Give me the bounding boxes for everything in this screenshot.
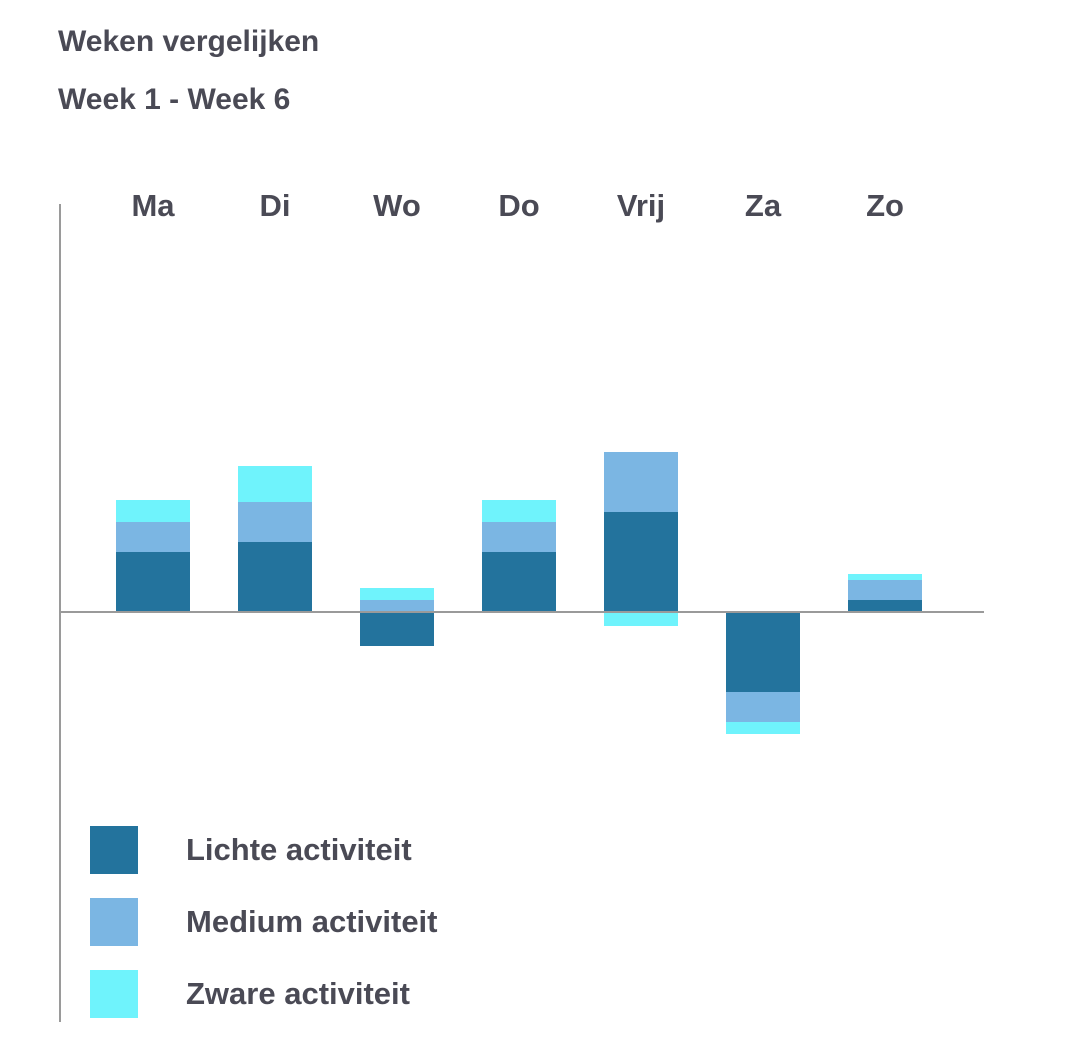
category-label-ma: Ma [131,188,175,223]
legend-item-light: Lichte activiteit [90,826,510,874]
chart-subtitle: Week 1 - Week 6 [58,83,291,116]
bar-zo-medium [848,580,922,600]
bar-vrij-light [604,512,678,612]
bar-wo-heavy [360,588,434,600]
legend-item-medium: Medium activiteit [90,898,510,946]
bar-di-light [238,542,312,612]
bar-wo-light [360,612,434,646]
legend-label-light: Lichte activiteit [186,832,412,867]
legend-label-medium: Medium activiteit [186,904,438,939]
category-label-di: Di [260,188,291,223]
bar-za-light [726,612,800,692]
bars-layer [116,452,922,734]
bar-za-medium [726,692,800,722]
category-label-wo: Wo [373,188,421,223]
category-labels: Ma Di Wo Do Vrij Za Zo [131,188,903,223]
bar-do-light [482,552,556,612]
bar-zo-heavy [848,574,922,580]
bar-zo-light [848,600,922,612]
category-label-vrij: Vrij [617,188,665,223]
bar-do-medium [482,522,556,552]
legend-item-heavy: Zware activiteit [90,970,510,1018]
category-label-do: Do [498,188,539,223]
category-label-zo: Zo [866,188,904,223]
bar-di-medium [238,502,312,542]
chart-title: Weken vergelijken [58,25,320,58]
bar-ma-heavy [116,500,190,522]
bar-wo-medium [360,600,434,612]
legend-swatch-heavy [90,970,138,1018]
bar-di-heavy [238,466,312,502]
bar-vrij-heavy [604,612,678,626]
bar-vrij-medium [604,452,678,512]
bar-ma-light [116,552,190,612]
bar-ma-medium [116,522,190,552]
legend-label-heavy: Zware activiteit [186,976,410,1011]
legend-swatch-light [90,826,138,874]
category-label-za: Za [745,188,782,223]
bar-do-heavy [482,500,556,522]
bar-za-heavy [726,722,800,734]
legend-swatch-medium [90,898,138,946]
